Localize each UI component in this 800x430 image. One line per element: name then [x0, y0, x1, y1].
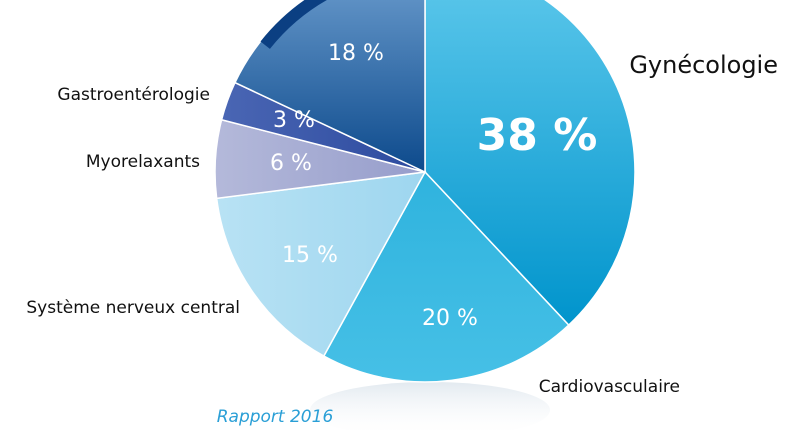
category-label-gastroenterologie: Gastroentérologie [57, 85, 210, 105]
category-label-gynecologie: Gynécologie [629, 51, 778, 79]
slice-value-gastroenterologie: 3 % [273, 108, 315, 133]
category-label-systeme-nerveux-central: Système nerveux central [26, 298, 240, 318]
pie-outer-ring [260, 0, 328, 49]
slice-value-myorelaxants: 6 % [270, 151, 312, 176]
report-footer: Rapport 2016 [217, 407, 334, 427]
pie-slices [214, 0, 636, 383]
pie-slice-gynecologie [424, 0, 636, 327]
slice-value-gynecologie: 38 % [477, 110, 598, 161]
pie-slice-other [233, 0, 426, 174]
slice-value-other: 18 % [328, 41, 384, 66]
pie-slice-cardiovasculaire [322, 170, 570, 383]
pie-slice-systeme-nerveux-central [215, 171, 427, 358]
category-label-myorelaxants: Myorelaxants [86, 152, 200, 172]
slice-value-cardiovasculaire: 20 % [422, 306, 478, 331]
slice-value-systeme-nerveux-central: 15 % [282, 243, 338, 268]
category-label-cardiovasculaire: Cardiovasculaire [539, 377, 680, 397]
pie-reflection [310, 382, 550, 430]
